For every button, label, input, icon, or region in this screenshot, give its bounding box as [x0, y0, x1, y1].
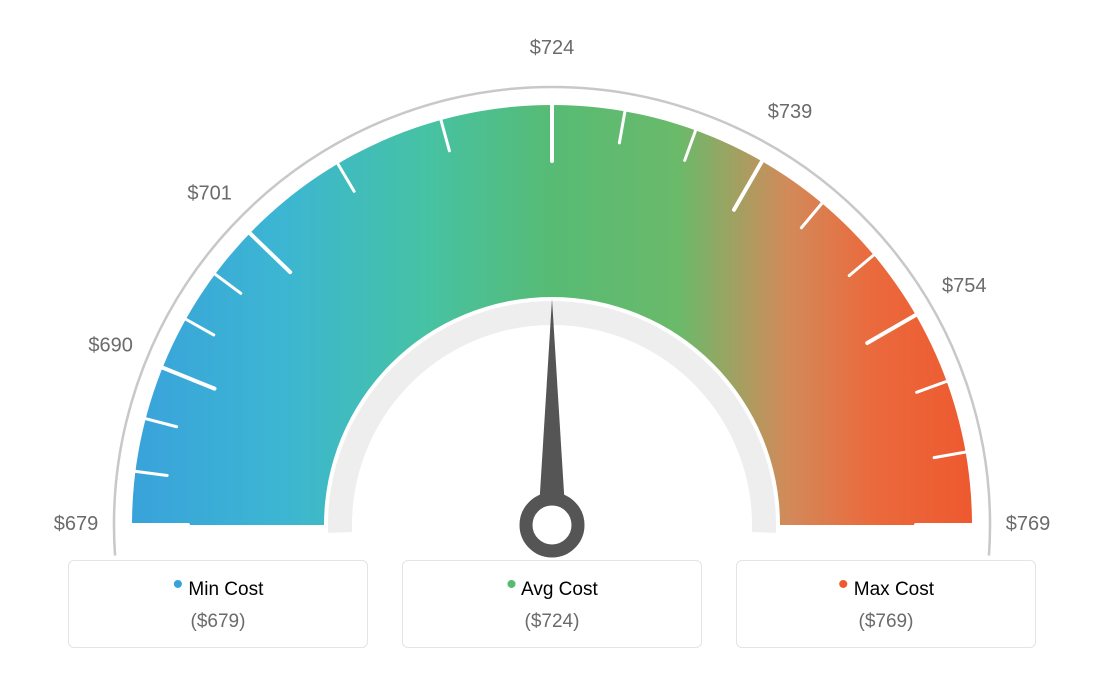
legend-card-avg: • Avg Cost ($724) — [402, 560, 702, 648]
gauge-tick-label: $701 — [187, 182, 232, 204]
dot-icon: • — [173, 568, 184, 601]
legend-card-max: • Max Cost ($769) — [736, 560, 1036, 648]
gauge-tick-label: $769 — [1006, 513, 1051, 535]
legend-title-avg: • Avg Cost — [413, 579, 691, 601]
gauge-tick-label: $739 — [768, 101, 813, 123]
gauge-svg: $679 $690 $701 $724 $739 $754 $769 — [0, 0, 1104, 560]
gauge-tick-label: $724 — [530, 37, 575, 59]
dot-icon: • — [506, 568, 517, 601]
legend: • Min Cost ($679) • Avg Cost ($724) • Ma… — [0, 560, 1104, 648]
legend-title-max: • Max Cost — [747, 579, 1025, 601]
legend-value-max: ($769) — [747, 611, 1025, 633]
dot-icon: • — [838, 568, 849, 601]
legend-title-min: • Min Cost — [79, 579, 357, 601]
gauge-tick-label: $690 — [88, 335, 133, 357]
legend-value-min: ($679) — [79, 611, 357, 633]
gauge-chart: $679 $690 $701 $724 $739 $754 $769 — [0, 0, 1104, 560]
legend-label: Min Cost — [188, 579, 263, 600]
gauge-tick-label: $679 — [54, 513, 99, 535]
legend-value-avg: ($724) — [413, 611, 691, 633]
legend-card-min: • Min Cost ($679) — [68, 560, 368, 648]
legend-label: Avg Cost — [521, 579, 598, 600]
gauge-tick-label: $754 — [942, 275, 987, 297]
legend-label: Max Cost — [854, 579, 934, 600]
